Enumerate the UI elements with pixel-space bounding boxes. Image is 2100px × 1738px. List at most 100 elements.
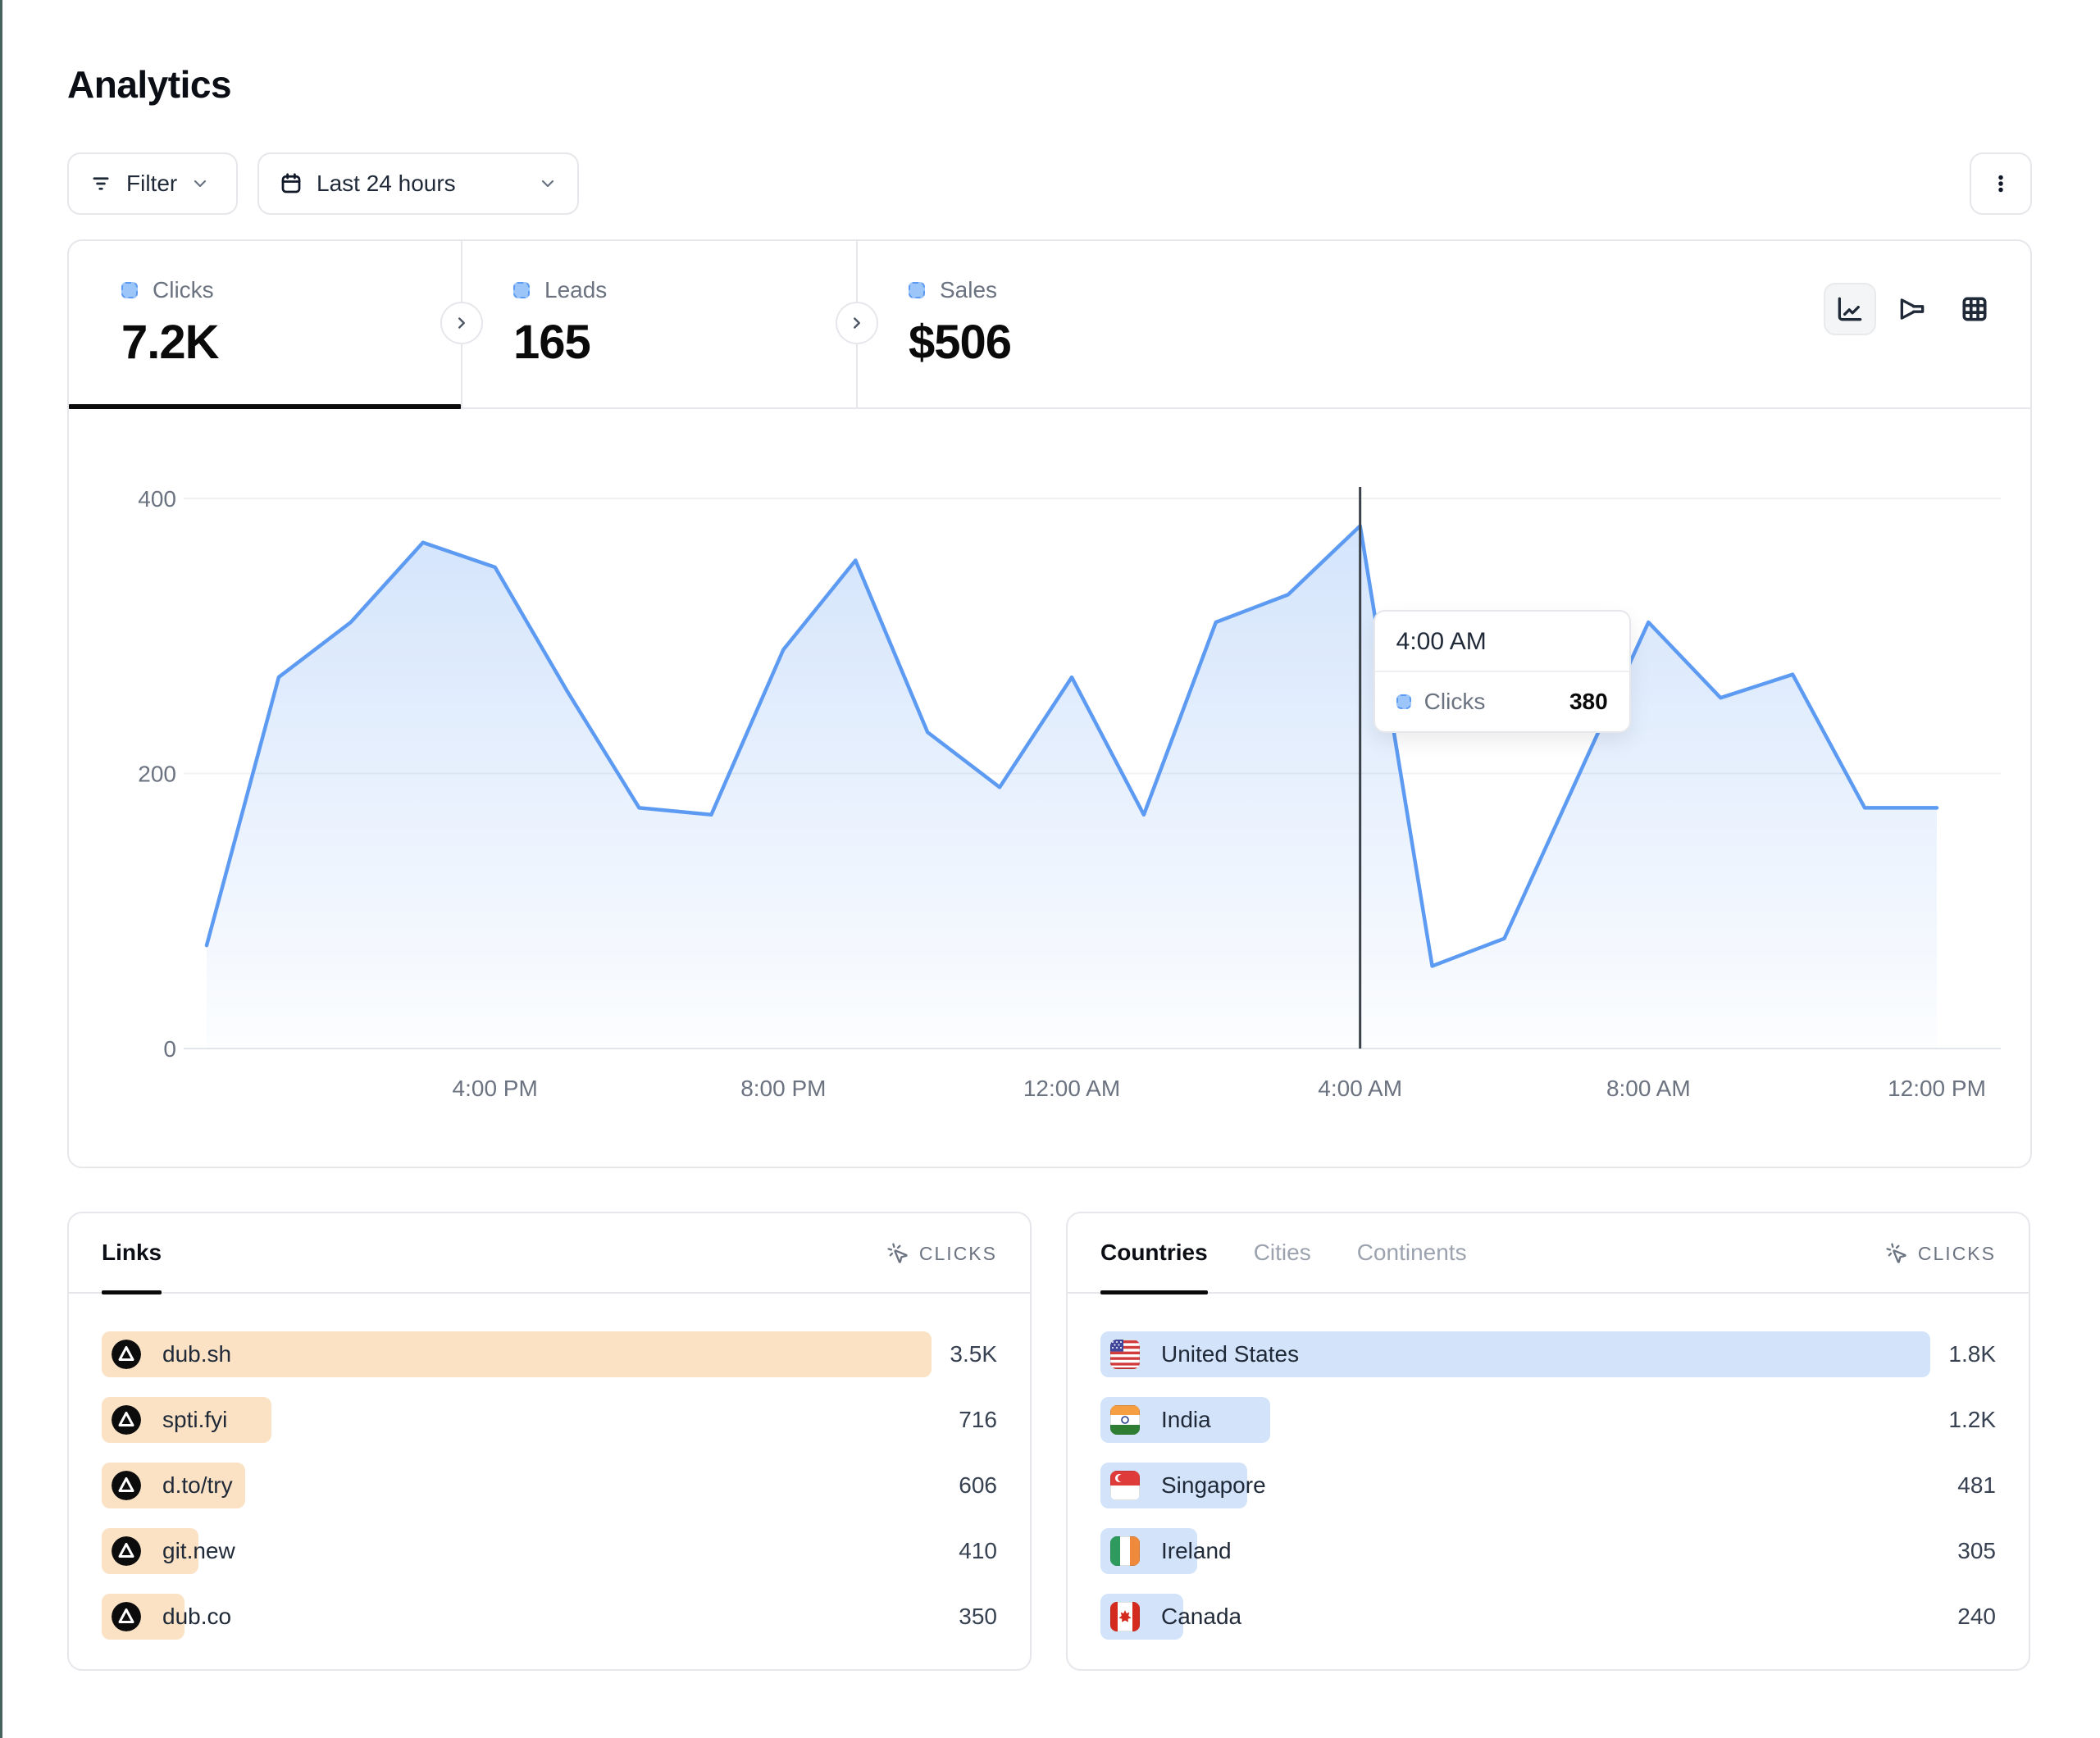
tab-countries[interactable]: Countries [1100,1213,1208,1294]
list-filter-icon [89,171,113,196]
kebab-menu-button[interactable] [1970,152,2032,215]
dub-logo-icon [112,1602,141,1631]
stats-row: Clicks 7.2K Leads 165 Sales $506 [69,241,2030,409]
stat-tab-clicks[interactable]: Clicks 7.2K [69,241,461,409]
dub-logo-icon [112,1471,141,1500]
row-value: 606 [959,1472,997,1498]
list-item[interactable]: dub.co 350 [102,1594,997,1640]
tab-continents[interactable]: Continents [1356,1240,1467,1265]
list-item[interactable]: Singapore 481 [1100,1463,1996,1508]
india-flag-icon [1110,1405,1140,1435]
row-bar [1100,1331,1930,1377]
dub-logo-icon [112,1536,141,1566]
svg-text:12:00 AM: 12:00 AM [1023,1076,1120,1101]
date-range-button[interactable]: Last 24 hours [257,152,579,215]
links-panel: Links CLICKS dub.sh 3.5K spti.fyi 716 d.to/t… [67,1212,1032,1671]
row-label: spti.fyi [162,1407,228,1432]
chevron-down-icon [538,174,558,193]
countries-panel-header: Countries Cities Continents CLICKS [1068,1213,2029,1294]
tab-cities[interactable]: Cities [1253,1240,1311,1265]
row-label: dub.sh [162,1341,232,1367]
list-item[interactable]: India 1.2K [1100,1397,1996,1443]
clicks-legend-icon [121,282,138,298]
chart-view-toggles [1824,283,2001,335]
active-stat-underline [69,404,461,409]
list-item[interactable]: United States 1.8K [1100,1331,1996,1377]
calendar-icon [279,171,303,196]
tooltip-value: 380 [1569,689,1608,714]
list-item[interactable]: Canada 240 [1100,1594,1996,1640]
row-value: 350 [959,1604,997,1629]
row-label: Canada [1161,1604,1242,1629]
svg-text:400: 400 [138,486,176,512]
table-view-button[interactable] [1948,283,2001,335]
mouse-pointer-click-icon [886,1242,909,1265]
links-metric-selector[interactable]: CLICKS [886,1213,997,1294]
list-item[interactable]: d.to/try 606 [102,1463,997,1508]
funnel-icon [1897,293,1928,325]
filter-button-label: Filter [126,171,178,196]
svg-text:8:00 AM: 8:00 AM [1606,1076,1691,1101]
links-rows: dub.sh 3.5K spti.fyi 716 d.to/try 606 git.new 4… [69,1294,1030,1640]
countries-metric-selector[interactable]: CLICKS [1885,1213,1996,1294]
analytics-chart-card: Clicks 7.2K Leads 165 Sales $506 [67,239,2032,1168]
clicks-timeseries-chart[interactable]: 0 200 400 4:00 PM 8:00 PM 12:00 AM 4:00 AM 8:00… [69,409,2030,1168]
tab-links[interactable]: Links [102,1213,162,1294]
area-chart-canvas: 0 200 400 4:00 PM 8:00 PM 12:00 AM 4:00 AM 8:00… [138,486,2001,1101]
row-value: 1.2K [1948,1407,1996,1432]
svg-text:8:00 PM: 8:00 PM [740,1076,826,1101]
row-label: United States [1161,1341,1300,1367]
row-label: dub.co [162,1604,232,1629]
dub-logo-icon [112,1340,141,1369]
canada-flag-icon [1110,1602,1140,1631]
list-item[interactable]: Ireland 305 [1100,1528,1996,1574]
row-value: 305 [1957,1538,1996,1563]
countries-panel: Countries Cities Continents CLICKS Unite… [1066,1212,2030,1671]
row-value: 481 [1957,1472,1996,1498]
row-value: 410 [959,1538,997,1563]
stat-value: $506 [909,316,1012,369]
sales-legend-icon [909,282,925,298]
row-label: India [1161,1407,1211,1432]
row-label: d.to/try [162,1472,233,1498]
stat-label: Sales [940,277,998,303]
row-label: git.new [162,1538,235,1563]
row-value: 1.8K [1948,1341,1996,1367]
kebab-menu-icon [1988,171,2013,196]
funnel-view-button[interactable] [1886,283,1938,335]
ireland-flag-icon [1110,1536,1140,1566]
stat-tab-leads[interactable]: Leads 165 [461,241,856,409]
svg-text:200: 200 [138,762,176,787]
line-chart-view-button[interactable] [1824,283,1876,335]
links-panel-header: Links CLICKS [69,1213,1030,1294]
svg-text:12:00 PM: 12:00 PM [1888,1076,1986,1101]
page-title: Analytics [67,63,232,106]
stat-label: Clicks [153,277,214,303]
window-edge-strip [0,0,2,1738]
expand-clicks-button[interactable] [440,302,483,344]
stat-value: 165 [513,316,591,369]
line-chart-icon [1834,293,1865,325]
list-item[interactable]: spti.fyi 716 [102,1397,997,1443]
chevron-right-icon [453,314,471,332]
stat-tab-sales[interactable]: Sales $506 [856,241,1251,409]
stat-label: Leads [544,277,608,303]
metric-label: CLICKS [918,1242,997,1264]
row-value: 240 [1957,1604,1996,1629]
tooltip-time: 4:00 AM [1396,628,1487,655]
chevron-right-icon [848,314,866,332]
list-item[interactable]: dub.sh 3.5K [102,1331,997,1377]
svg-text:4:00 PM: 4:00 PM [453,1076,538,1101]
list-item[interactable]: git.new 410 [102,1528,997,1574]
tooltip-divider [1374,671,1629,672]
expand-leads-button[interactable] [836,302,878,344]
countries-rows: United States 1.8K India 1.2K Singapore 481 Ir… [1068,1294,2029,1640]
svg-text:4:00 AM: 4:00 AM [1318,1076,1402,1101]
svg-text:0: 0 [163,1036,176,1062]
tooltip-series-label: Clicks [1424,689,1486,714]
grid-icon [1959,293,1990,325]
mouse-pointer-click-icon [1885,1242,1908,1265]
filter-button[interactable]: Filter [67,152,238,215]
leads-legend-icon [513,282,530,298]
